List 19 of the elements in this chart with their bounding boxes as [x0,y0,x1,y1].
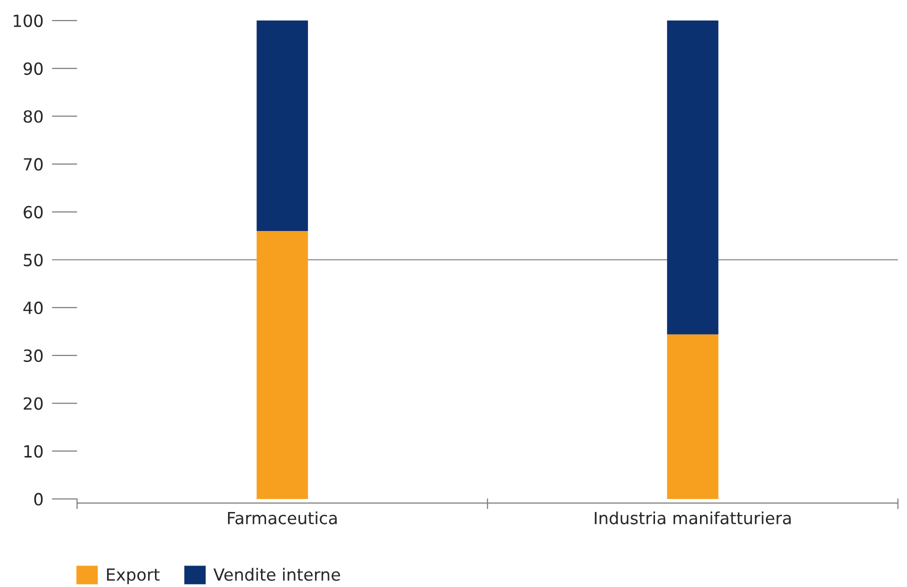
y-tick-label: 40 [23,302,43,314]
bar [667,20,718,334]
y-tick-label: 20 [24,397,43,410]
y-tick-label: 100 [14,14,43,28]
y-tick-label: 70 [24,158,43,171]
x-tick-label: Industria manifatturiera [594,511,791,524]
y-tick-label: 80 [24,110,43,123]
bar [256,20,308,232]
y-tick-label: 10 [24,445,43,458]
bar [667,334,718,499]
y-tick-label: 30 [24,349,43,362]
y-tick-label: 0 [34,492,43,506]
bar [256,231,308,499]
y-tick-label: 60 [24,206,43,218]
y-tick-label: 90 [24,62,43,75]
legend-label: Vendite interne [213,568,340,581]
y-tick-label: 50 [24,254,43,266]
legend-label: Export [107,568,160,584]
x-tick-label: Farmaceutica [228,511,337,524]
